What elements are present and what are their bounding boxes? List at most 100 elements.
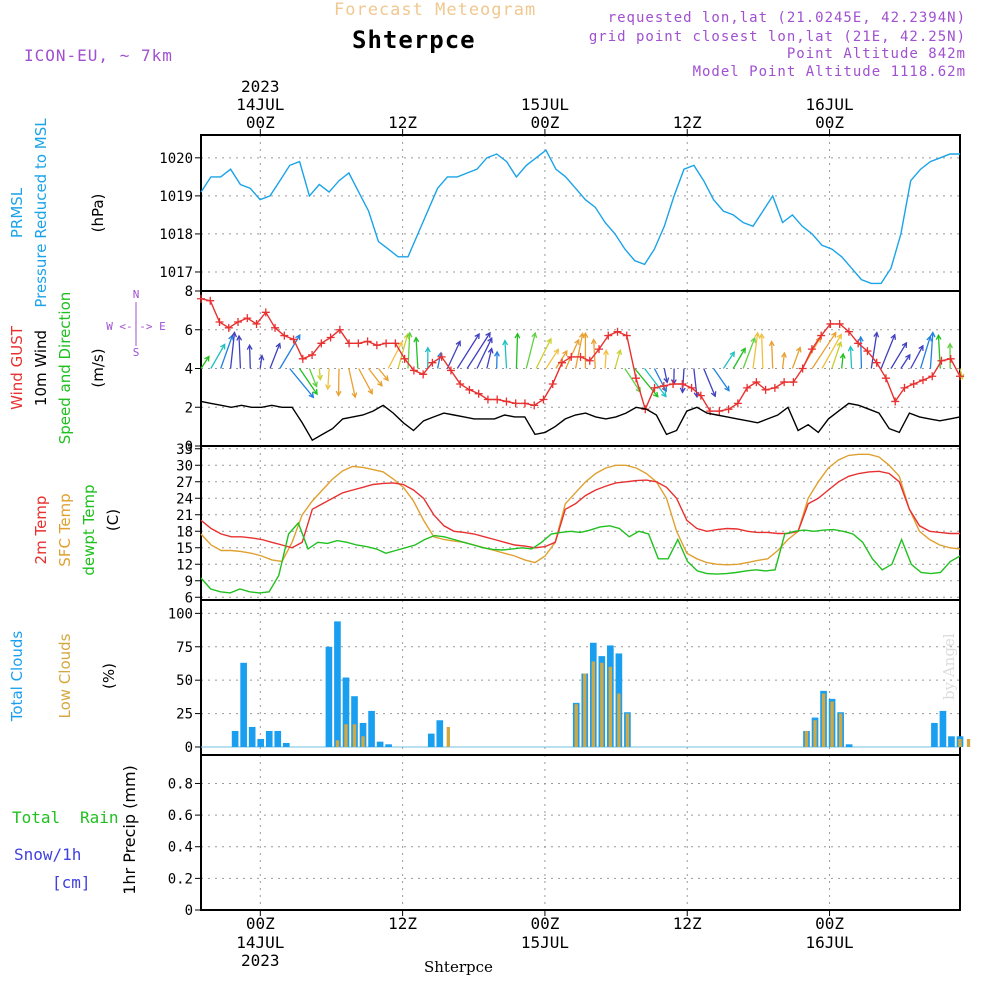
y-tick-label: 12 — [176, 557, 193, 573]
wind-arrow-head — [616, 348, 623, 356]
wind-arrow — [456, 333, 480, 369]
wind-arrow — [210, 344, 226, 369]
label-dewpt-temp: dewpt Temp — [80, 484, 98, 575]
top-year-label: 2023 — [241, 77, 280, 96]
wind-arrow — [486, 348, 493, 369]
gust-marker — [557, 358, 566, 367]
compass-s: S — [133, 346, 140, 359]
wind-arrow-head — [258, 354, 265, 361]
wind-arrow-head — [901, 341, 908, 348]
gust-marker — [622, 331, 631, 340]
gust-marker — [687, 383, 696, 392]
gust-marker — [715, 407, 724, 416]
gust-marker — [465, 385, 474, 394]
wind-arrow — [732, 348, 746, 369]
wind-arrow — [681, 368, 685, 393]
gust-marker — [761, 385, 770, 394]
wind-arrow — [565, 339, 580, 369]
gust-marker — [669, 380, 678, 388]
wind-arrow — [870, 332, 878, 369]
footer-station: Shterpce — [424, 958, 493, 976]
wind-arrow — [742, 337, 756, 369]
gust-marker — [817, 331, 826, 340]
low-cloud-bar — [966, 738, 971, 747]
wind-arrow-head — [514, 332, 521, 339]
panel-frame — [200, 134, 961, 292]
low-cloud-bar — [804, 730, 809, 747]
pressure-line — [200, 149, 960, 285]
wind-arrow-head — [403, 333, 410, 340]
y-tick-label: 50 — [176, 673, 193, 689]
gust-marker — [317, 339, 326, 348]
low-cloud-bar — [608, 666, 613, 747]
gust-marker — [511, 399, 520, 408]
low-cloud-bar — [446, 726, 450, 747]
y-tick-label: 6 — [185, 323, 193, 339]
wind-arrow — [634, 368, 659, 398]
gust-marker — [474, 389, 483, 398]
bottom-date-label: 16JUL — [805, 933, 853, 952]
top-hour-label: 12Z — [388, 113, 417, 132]
top-hour-label: 00Z — [815, 113, 844, 132]
wind-arrow — [791, 347, 801, 369]
y-tick-label: 21 — [176, 508, 193, 524]
label-snow-unit: [cm] — [52, 873, 91, 892]
gust-marker — [363, 337, 372, 346]
gust-marker — [345, 339, 354, 348]
y-tick-label: 100 — [168, 606, 193, 622]
wind-arrow — [703, 368, 716, 397]
wind-arrow-head — [231, 331, 238, 338]
wind-arrow-head — [781, 351, 787, 358]
wind-arrow-head — [836, 333, 842, 340]
wind-arrow — [436, 352, 442, 369]
temp-2m-line — [200, 470, 960, 549]
wind-arrow-head — [729, 350, 735, 358]
sfc-temp-line — [200, 453, 961, 566]
wind-arrow — [752, 332, 759, 369]
gust-marker — [382, 339, 391, 348]
gust-marker — [632, 374, 641, 383]
gust-marker — [678, 380, 687, 388]
bottom-date-label: 15JUL — [521, 933, 569, 952]
y-tick-label: 0 — [185, 903, 193, 919]
chart-title: Forecast Meteogram — [334, 0, 537, 20]
gust-marker — [696, 391, 705, 400]
wind-arrow-head — [553, 348, 560, 355]
gust-marker — [743, 383, 752, 392]
point-altitude: Point Altitude 842m — [786, 46, 966, 62]
wind-arrow-head — [377, 380, 383, 387]
wind-arrow — [348, 368, 356, 398]
gust-marker — [881, 374, 890, 383]
wind-arrow — [525, 332, 536, 369]
wind-arrow-head — [831, 331, 837, 338]
wind-arrow — [229, 332, 236, 369]
wind-arrow — [929, 332, 934, 369]
wind-arrow — [446, 341, 461, 369]
wind-arrow-head — [546, 337, 552, 344]
gust-marker — [807, 345, 816, 354]
gust-marker — [928, 372, 937, 381]
wind-arrow — [663, 368, 668, 383]
wind-arrow — [760, 334, 764, 369]
total-cloud-bar — [359, 722, 367, 747]
gust-marker — [613, 327, 622, 336]
low-cloud-bar — [813, 720, 817, 747]
gust-marker — [780, 378, 789, 387]
wind-arrow-head — [312, 381, 318, 388]
label-prmsl: PRMSL — [8, 187, 26, 238]
label-temp-unit: (C) — [104, 509, 122, 531]
gust-marker — [206, 296, 215, 305]
panel-precip: 0 0.2 0.4 0.6 0.8 — [168, 754, 961, 919]
bottom-year-label: 2023 — [241, 951, 280, 970]
gust-marker — [539, 395, 548, 404]
total-cloud-bar — [436, 720, 444, 747]
gust-marker — [409, 366, 418, 375]
gust-marker — [419, 370, 428, 379]
top-hour-label: 00Z — [530, 113, 559, 132]
gust-marker — [854, 339, 863, 348]
gust-marker — [261, 308, 270, 317]
y-tick-label: 33 — [176, 442, 193, 458]
gust-marker — [289, 335, 298, 344]
label-precip-unit: 1hr Precip (mm) — [120, 765, 139, 895]
